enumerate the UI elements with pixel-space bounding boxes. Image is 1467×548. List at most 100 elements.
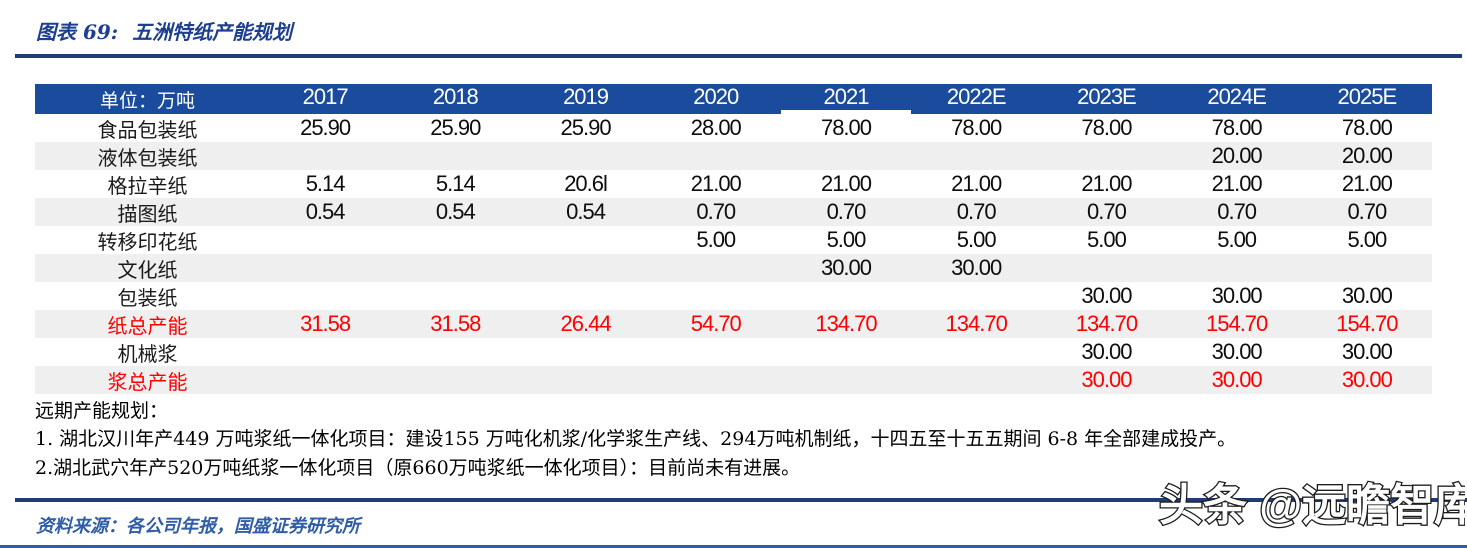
table-cell: 5.00 [1087,227,1127,252]
column-header-2024e: 2024E [1207,84,1267,109]
row-label: 文化纸 [117,257,178,282]
column-header-2017: 2017 [302,84,349,109]
source-attribution: 资料来源：各公司年报，国盛证券研究所 [36,516,360,537]
table-cell: 30.00 [1211,339,1263,364]
column-header-2022e: 2022E [946,84,1007,109]
table-cell: 30.00 [1341,339,1393,364]
row-label: 格拉辛纸 [107,173,188,198]
table-cell: 5.00 [956,227,997,252]
table-cell: 28.00 [690,115,742,140]
table-cell: 154.70 [1336,311,1398,336]
table-cell: 5.00 [696,227,736,252]
table-cell: 5.00 [1347,227,1387,252]
table-cell: 0.54 [566,199,606,224]
table-cell: 21.00 [951,171,1002,196]
notes-list: 1. 湖北汉川年产449 万吨浆纸一体化项目：建设155 万吨化机浆/化学浆生产… [35,425,1445,483]
figure-number: 图表 69: [36,20,119,44]
table-cell: 78.00 [1211,115,1263,140]
table-cell: 78.00 [1341,115,1393,140]
row-label: 液体包装纸 [97,145,198,170]
note-item: 2.湖北武穴年产520万吨纸浆一体化项目（原660万吨浆纸一体化项目）：目前尚未… [35,457,801,479]
column-header-2018: 2018 [432,84,479,109]
table-cell: 30.00 [1081,283,1132,308]
table-cell: 30.00 [1341,283,1393,308]
table-cell: 30.00 [1211,367,1263,392]
table-cell: 26.44 [560,311,612,336]
table-cell: 21.00 [1341,171,1393,196]
table-cell: 30.00 [820,255,872,280]
notes-heading: 远期产能规划： [35,400,169,422]
column-header-2025e: 2025E [1337,84,1398,109]
table-row: 转移印花纸 5.00 5.00 5.00 5.00 5.00 5.00 [35,226,1432,254]
table-cell: 20.6l [564,171,608,196]
table-cell: 0.54 [435,199,476,224]
table-header-row: 单位：万吨 2017 2018 2019 2020 2021 2022E 2023E 2024… [35,84,1432,114]
table-cell: 78.00 [1081,115,1132,140]
table-cell: 25.90 [430,115,481,140]
table-cell: 25.90 [300,115,351,140]
capacity-table: 单位：万吨 2017 2018 2019 2020 2021 2022E 2023E 2024… [35,84,1432,394]
table-cell: 134.70 [1075,311,1138,336]
table-row: 文化纸 30.00 30.00 [35,254,1432,282]
table-row: 机械浆 30.00 30.00 30.00 [35,338,1432,366]
watermark-text: 头条 @远瞻智库 [1159,481,1465,530]
figure-caption: 图表 69: 五洲特纸产能规划 [36,16,292,45]
column-header-2023e: 2023E [1077,84,1137,109]
table-row: 浆总产能 30.00 30.00 30.00 [35,366,1432,394]
table-row: 包装纸 30.00 30.00 30.00 [35,282,1432,310]
column-header-2019: 2019 [563,84,609,109]
table-cell: 5.00 [826,227,867,252]
table-cell: 30.00 [951,255,1002,280]
note-item: 1. 湖北汉川年产449 万吨浆纸一体化项目：建设155 万吨化机浆/化学浆生产… [35,428,1237,450]
table-cell: 134.70 [945,311,1008,336]
table-cell: 0.70 [696,199,736,224]
table-cell: 0.70 [826,199,867,224]
figure-title: 五洲特纸产能规划 [132,20,293,44]
table-cell: 0.54 [305,199,346,224]
table-cell: 21.00 [820,171,872,196]
row-label: 包装纸 [117,285,178,310]
table-cell: 30.00 [1211,283,1263,308]
table-cell: 78.00 [951,115,1002,140]
table-cell: 30.00 [1081,339,1132,364]
table-cell: 134.70 [815,311,877,336]
table-row: 食品包装纸 25.90 25.90 25.90 28.00 78.00 78.00 78.00… [35,114,1432,142]
table-cell: 78.00 [820,115,872,140]
bottom-edge-line [0,545,1467,548]
table-row: 格拉辛纸 5.14 5.14 20.6l 21.00 21.00 21.00 21.00 21.… [35,170,1432,198]
table-cell: 21.00 [1081,171,1132,196]
column-header-2020: 2020 [693,84,739,109]
table-cell: 31.58 [300,311,351,336]
row-label: 纸总产能 [107,313,188,338]
unit-header-cell: 单位：万吨 [99,89,195,112]
table-row: 纸总产能 31.58 31.58 26.44 54.70 134.70 134.70 134.… [35,310,1432,338]
table-cell: 5.14 [435,171,476,196]
table-cell: 20.00 [1211,143,1263,168]
table-cell: 31.58 [430,311,481,336]
table-cell: 21.00 [690,171,742,196]
table-cell: 30.00 [1341,367,1393,392]
table-cell: 25.90 [560,115,612,140]
row-label: 描图纸 [117,201,178,226]
table-cell: 0.70 [1087,199,1127,224]
table-body: 食品包装纸 25.90 25.90 25.90 28.00 78.00 78.00 78.00… [35,114,1432,394]
table-cell: 0.70 [1217,199,1257,224]
table-cell: 54.70 [690,311,742,336]
footnotes-block: 远期产能规划： 1. 湖北汉川年产449 万吨浆纸一体化项目：建设155 万吨化… [35,398,1445,483]
table-cell: 154.70 [1205,311,1268,336]
top-divider-line [15,54,1462,58]
table-cell: 0.70 [956,199,997,224]
table-cell: 21.00 [1211,171,1263,196]
column-header-2021: 2021 [780,84,912,114]
table-row: 描图纸 0.54 0.54 0.54 0.70 0.70 0.70 0.70 0.70 0.70 [35,198,1432,226]
footer-divider-line [15,498,1467,502]
row-label: 机械浆 [117,341,178,366]
row-label: 食品包装纸 [97,117,198,142]
table-cell: 0.70 [1347,199,1387,224]
watermark-logo: 头条 @远瞻智库 [1158,480,1465,532]
row-label: 浆总产能 [107,369,188,394]
table-row: 液体包装纸 20.00 20.00 [35,142,1432,170]
table-cell: 5.14 [305,171,346,196]
table-cell: 5.00 [1217,227,1257,252]
